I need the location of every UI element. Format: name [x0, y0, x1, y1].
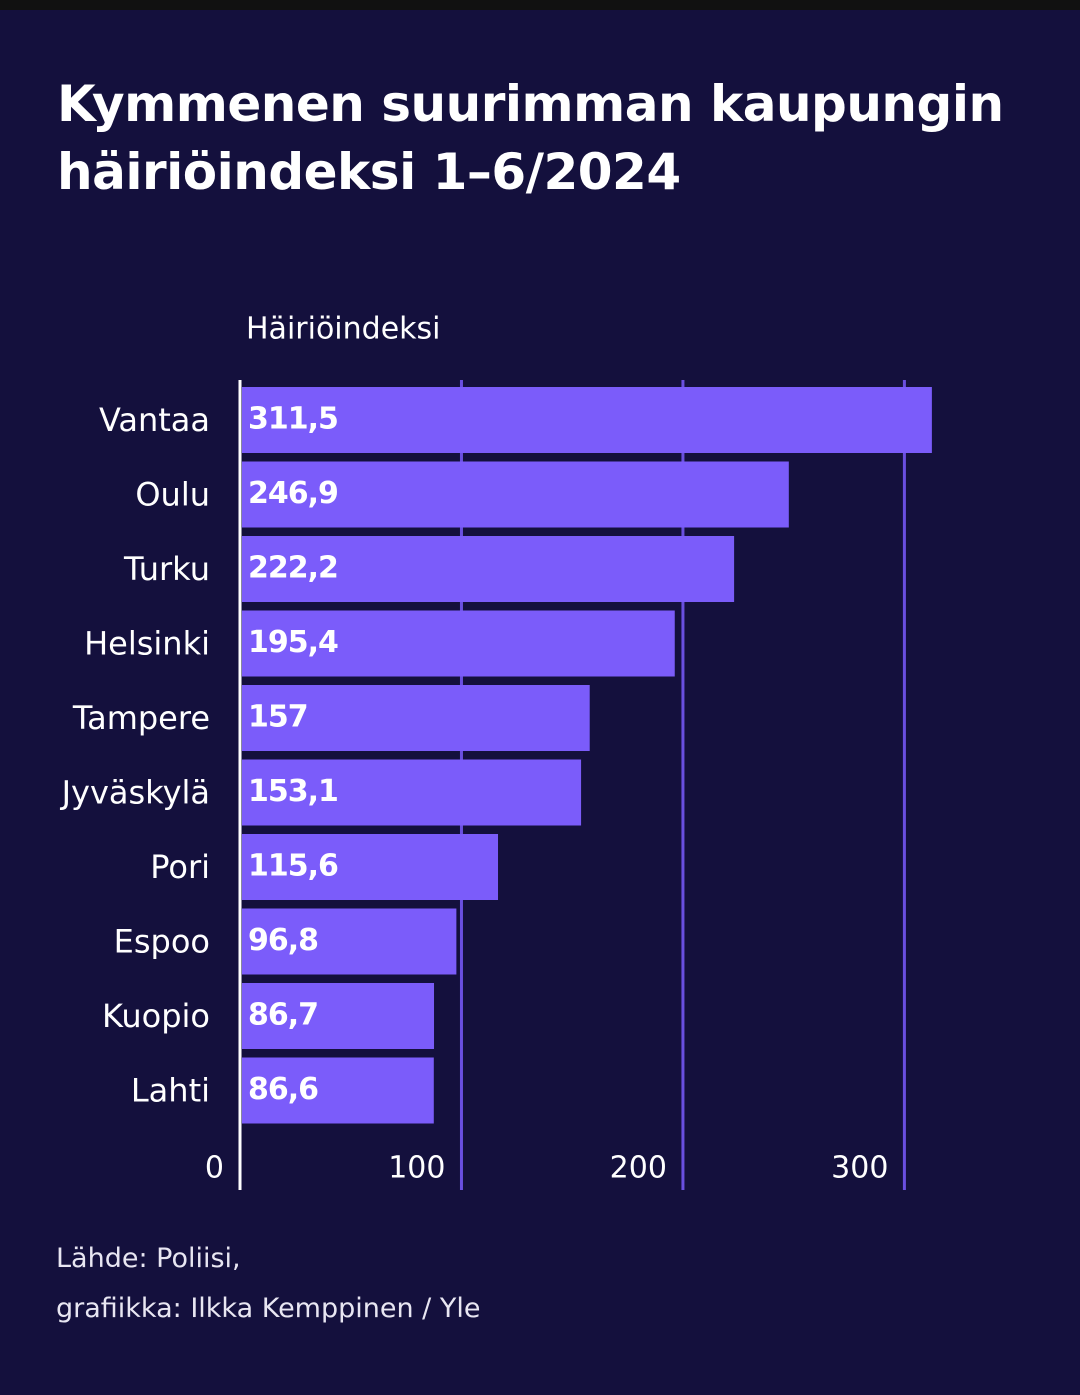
category-label: Kuopio — [102, 997, 210, 1035]
value-label: 195,4 — [248, 625, 338, 660]
x-tick-label: 300 — [831, 1151, 888, 1186]
category-label: Helsinki — [84, 625, 210, 663]
value-label: 86,7 — [248, 998, 318, 1033]
source-line: Lähde: Poliisi, — [56, 1243, 241, 1274]
source-line: grafiikka: Ilkka Kemppinen / Yle — [56, 1293, 481, 1324]
category-label: Tampere — [72, 699, 210, 737]
category-label: Pori — [150, 848, 210, 886]
bar — [242, 461, 789, 528]
bar — [242, 1057, 434, 1124]
bar — [242, 759, 582, 826]
status-bar — [0, 0, 1080, 10]
category-label: Jyväskylä — [60, 774, 210, 812]
category-label: Oulu — [135, 476, 210, 514]
x-tick-label: 0 — [205, 1151, 224, 1186]
category-label: Vantaa — [99, 401, 210, 439]
bar — [242, 685, 590, 751]
value-label: 115,6 — [248, 849, 338, 884]
x-tick-label: 200 — [610, 1151, 667, 1186]
value-label: 96,8 — [248, 923, 318, 958]
bar — [242, 908, 457, 975]
value-label: 86,6 — [248, 1072, 318, 1107]
value-label: 311,5 — [248, 402, 338, 437]
chart-title: Kymmenen suurimman kaupungin häiriöindek… — [57, 75, 1004, 201]
category-label: Espoo — [114, 923, 210, 961]
bar — [242, 536, 735, 602]
value-label: 157 — [248, 700, 308, 735]
bar — [242, 610, 675, 677]
value-label: 153,1 — [248, 774, 338, 809]
bar — [242, 387, 932, 453]
value-label: 246,9 — [248, 476, 338, 511]
bar — [242, 834, 499, 900]
x-tick-label: 100 — [388, 1151, 445, 1186]
value-label: 222,2 — [248, 551, 338, 586]
axis-label: Häiriöindeksi — [246, 312, 441, 347]
category-label: Lahti — [131, 1072, 210, 1110]
category-label: Turku — [123, 550, 210, 588]
bar — [242, 983, 435, 1049]
